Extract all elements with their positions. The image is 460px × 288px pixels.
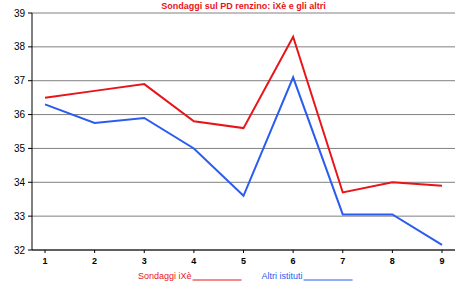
- y-tick-label: 38: [14, 41, 26, 52]
- y-tick-label: 35: [14, 143, 26, 154]
- chart-svg: Sondaggi sul PD renzino: iXè e gli altri…: [0, 0, 460, 288]
- x-tick: [144, 250, 145, 253]
- x-tick: [193, 250, 194, 253]
- x-tick: [342, 250, 343, 253]
- x-tick-label: 6: [291, 256, 296, 266]
- series-line: [45, 77, 442, 245]
- y-tick: [28, 46, 32, 47]
- legend-swatch: [193, 280, 242, 281]
- x-tick-label: 4: [191, 256, 196, 266]
- x-tick: [392, 250, 393, 253]
- y-tick: [28, 250, 32, 251]
- y-tick-label: 39: [14, 8, 26, 19]
- grid-line: [32, 46, 455, 47]
- x-tick: [243, 250, 244, 253]
- grid-line: [32, 13, 455, 14]
- x-tick-label: 7: [340, 256, 345, 266]
- x-tick: [45, 250, 46, 253]
- y-tick: [28, 148, 32, 149]
- grid-line: [32, 148, 455, 149]
- x-tick-label: 8: [390, 256, 395, 266]
- x-tick-label: 9: [439, 256, 444, 266]
- y-tick: [28, 80, 32, 81]
- legend-label: Altri istituti: [262, 271, 303, 281]
- legend-swatch: [304, 280, 353, 281]
- y-tick: [28, 216, 32, 217]
- grid-line: [32, 216, 455, 217]
- y-axis: [32, 13, 33, 250]
- y-tick: [28, 114, 32, 115]
- grid-line: [32, 114, 455, 115]
- x-tick-label: 3: [142, 256, 147, 266]
- x-tick: [442, 250, 443, 253]
- chart-container: Sondaggi sul PD renzino: iXè e gli altri…: [0, 0, 460, 288]
- x-tick-label: 1: [42, 256, 47, 266]
- legend-label: Sondaggi iXè: [138, 271, 192, 281]
- y-tick: [28, 13, 32, 14]
- y-tick-label: 34: [14, 177, 26, 188]
- title: Sondaggi sul PD renzino: iXè e gli altri: [161, 1, 326, 11]
- grid-line: [32, 80, 455, 81]
- x-tick: [293, 250, 294, 253]
- x-tick-label: 5: [241, 256, 246, 266]
- y-tick-label: 33: [14, 211, 26, 222]
- y-tick: [28, 182, 32, 183]
- series-line: [45, 37, 442, 193]
- y-tick-label: 36: [14, 109, 26, 120]
- plot-area: [45, 37, 442, 245]
- y-tick-label: 32: [14, 245, 26, 256]
- y-tick-label: 37: [14, 75, 26, 86]
- x-tick-label: 2: [92, 256, 97, 266]
- x-tick: [94, 250, 95, 253]
